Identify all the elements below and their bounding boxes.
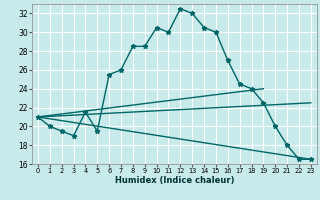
X-axis label: Humidex (Indice chaleur): Humidex (Indice chaleur) [115,176,234,185]
